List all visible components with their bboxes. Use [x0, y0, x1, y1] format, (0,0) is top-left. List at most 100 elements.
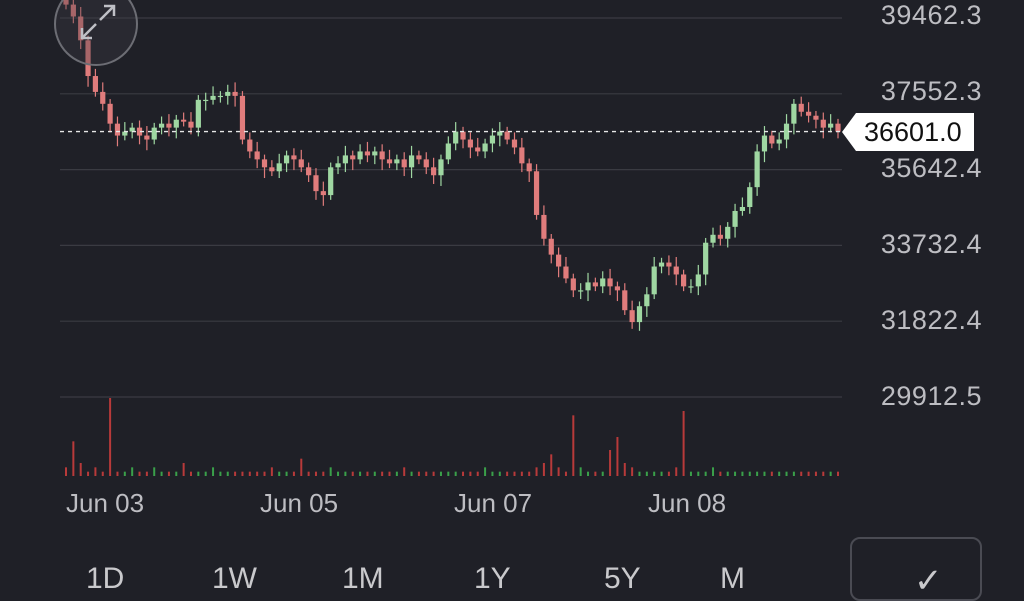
candle-body: [629, 310, 635, 323]
volume-bar: [542, 463, 545, 476]
timeframe-max[interactable]: M: [720, 562, 745, 595]
volume-bar: [278, 471, 281, 476]
expand-button[interactable]: [54, 0, 138, 66]
timeframe-1w[interactable]: 1W: [212, 562, 257, 595]
volume-bar: [329, 467, 332, 476]
volume-bar: [579, 467, 582, 476]
volume-bar: [65, 467, 67, 476]
candle-body: [585, 282, 591, 291]
volume-bars: [65, 398, 839, 476]
candle-body: [364, 151, 371, 156]
volume-bar: [726, 471, 729, 476]
candle-body: [166, 123, 172, 128]
candle-body: [203, 99, 209, 102]
volume-bar: [814, 471, 817, 476]
volume-bar: [447, 471, 450, 476]
volume-bar: [123, 471, 126, 476]
candle-body: [835, 123, 841, 132]
volume-bar: [800, 471, 803, 476]
volume-bar: [785, 471, 788, 476]
volume-bar: [72, 441, 75, 476]
volume-bar: [366, 471, 369, 476]
candle-body: [122, 131, 128, 136]
timeframe-1m[interactable]: 1M: [342, 562, 384, 595]
candle-body: [158, 123, 165, 128]
candle-body: [519, 147, 525, 164]
chart-gridlines: [60, 17, 842, 398]
candle-body: [261, 159, 268, 168]
candle-body: [783, 123, 790, 140]
timeframe-1d[interactable]: 1D: [86, 562, 125, 595]
volume-bar: [101, 471, 104, 476]
candle-body: [239, 95, 246, 140]
candle-body: [578, 290, 584, 292]
candle-body: [276, 163, 282, 172]
volume-bar: [748, 471, 751, 476]
volume-bar: [631, 467, 634, 476]
candle-body: [666, 262, 672, 267]
candle-body: [320, 191, 326, 196]
volume-bar: [623, 463, 626, 476]
candle-body: [136, 127, 143, 136]
candle-body: [129, 127, 135, 132]
volume-bar: [131, 467, 134, 476]
candle-body: [401, 159, 407, 168]
candle-body: [769, 135, 775, 144]
volume-bar: [675, 467, 678, 476]
candle-body: [681, 274, 687, 287]
volume-bar: [550, 454, 553, 476]
volume-bar: [263, 471, 266, 476]
timeframe-1y[interactable]: 1Y: [474, 562, 511, 595]
volume-bar: [638, 471, 641, 476]
candle-body: [114, 123, 121, 136]
volume-bar: [712, 467, 715, 476]
x-tick-label: Jun 05: [260, 488, 339, 518]
candle-body: [651, 266, 657, 295]
candle-body: [563, 266, 569, 279]
price-chart[interactable]: [0, 0, 1024, 576]
candle-body: [291, 155, 297, 160]
candle-body: [254, 151, 260, 160]
volume-bar: [307, 471, 310, 476]
current-price-tag: 36601.0: [842, 113, 974, 151]
candle-body: [460, 131, 466, 140]
checkmark-icon: ✓: [914, 562, 943, 600]
volume-bar: [109, 398, 112, 476]
candle-body: [247, 139, 253, 152]
volume-bar: [506, 471, 509, 476]
candle-body: [570, 278, 576, 291]
volume-bar: [116, 471, 119, 476]
x-tick-label: Jun 07: [454, 488, 533, 518]
volume-bar: [557, 467, 560, 476]
timeframe-5y[interactable]: 5Y: [604, 562, 641, 595]
candle-body: [607, 278, 613, 287]
candle-body: [658, 262, 665, 267]
volume-bar: [837, 471, 839, 476]
candle-body: [739, 206, 746, 211]
y-tick-label: 31822.4: [880, 305, 982, 335]
volume-bar: [322, 471, 325, 476]
candle-body: [357, 151, 363, 160]
candle-body: [761, 135, 768, 152]
candle-body: [328, 167, 334, 196]
volume-bar: [601, 471, 604, 476]
volume-bar: [87, 471, 90, 476]
price-tag-pointer: [842, 113, 856, 151]
volume-bar: [682, 411, 685, 476]
candle-body: [695, 274, 701, 287]
volume-bar: [410, 471, 413, 476]
volume-bar: [160, 471, 163, 476]
candle-body: [526, 163, 532, 172]
candle-body: [828, 123, 834, 128]
confirm-button[interactable]: ✓: [850, 537, 982, 601]
volume-bar: [807, 471, 810, 476]
candle-body: [776, 139, 782, 144]
volume-bar: [344, 471, 347, 476]
volume-bar: [660, 471, 663, 476]
y-tick-label: 29912.5: [880, 381, 982, 411]
volume-bar: [219, 471, 222, 476]
volume-bar: [226, 471, 229, 476]
volume-bar: [395, 471, 398, 476]
volume-bar: [792, 471, 795, 476]
volume-bar: [756, 471, 759, 476]
